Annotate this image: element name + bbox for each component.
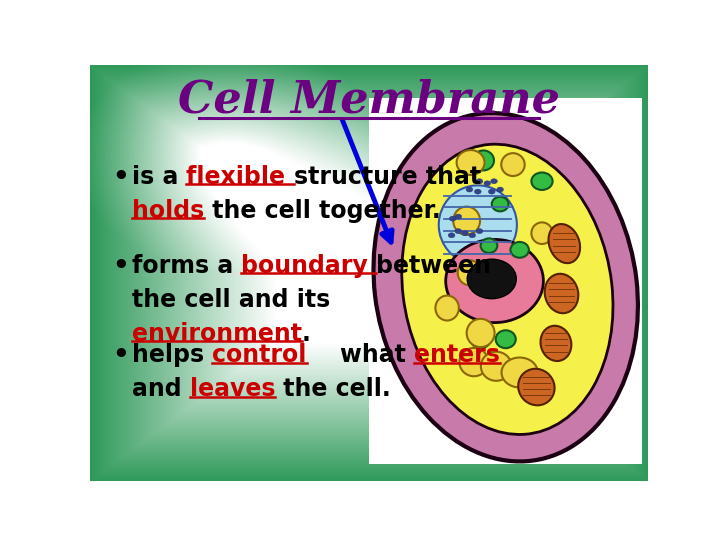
Text: leaves: leaves <box>190 377 275 401</box>
Circle shape <box>466 187 473 192</box>
Circle shape <box>469 233 476 238</box>
Circle shape <box>455 228 462 234</box>
Text: the cell.: the cell. <box>275 377 391 401</box>
Ellipse shape <box>531 172 552 190</box>
Text: environment: environment <box>132 322 302 346</box>
Ellipse shape <box>471 330 490 348</box>
Text: boundary: boundary <box>241 254 377 278</box>
Text: Cell Membrane: Cell Membrane <box>178 79 560 122</box>
Text: forms a: forms a <box>132 254 241 278</box>
Ellipse shape <box>481 352 512 381</box>
Ellipse shape <box>480 238 498 253</box>
Ellipse shape <box>374 113 638 462</box>
Ellipse shape <box>458 260 481 285</box>
Circle shape <box>497 187 503 192</box>
Ellipse shape <box>473 151 494 171</box>
Text: control: control <box>212 343 307 367</box>
Bar <box>369 98 642 464</box>
Ellipse shape <box>549 224 580 263</box>
Circle shape <box>490 179 498 184</box>
Ellipse shape <box>544 274 578 313</box>
Ellipse shape <box>436 295 459 321</box>
Text: enters: enters <box>414 343 500 367</box>
Circle shape <box>476 228 483 234</box>
Text: •: • <box>112 165 129 191</box>
Circle shape <box>488 189 495 194</box>
Text: between: between <box>377 254 491 278</box>
Circle shape <box>449 233 455 238</box>
Circle shape <box>484 181 490 186</box>
Circle shape <box>462 231 468 235</box>
Ellipse shape <box>454 207 480 235</box>
Text: flexible: flexible <box>186 165 294 188</box>
Ellipse shape <box>402 144 613 435</box>
Ellipse shape <box>492 197 508 211</box>
Ellipse shape <box>456 150 485 175</box>
Text: .: . <box>302 322 311 346</box>
Circle shape <box>455 214 462 219</box>
Ellipse shape <box>446 239 544 322</box>
Circle shape <box>474 189 481 194</box>
Circle shape <box>449 216 456 221</box>
Ellipse shape <box>531 222 552 244</box>
FancyArrowPatch shape <box>342 119 392 242</box>
Ellipse shape <box>501 153 525 176</box>
Ellipse shape <box>467 259 516 299</box>
Text: holds: holds <box>132 199 204 222</box>
Ellipse shape <box>518 369 554 406</box>
Text: and: and <box>132 377 190 401</box>
Text: •: • <box>112 254 129 280</box>
Ellipse shape <box>467 319 495 347</box>
Ellipse shape <box>541 326 572 361</box>
Text: is a: is a <box>132 165 186 188</box>
Circle shape <box>476 179 483 184</box>
Ellipse shape <box>438 185 517 265</box>
Text: what: what <box>307 343 414 367</box>
Text: helps: helps <box>132 343 212 367</box>
Text: the cell and its: the cell and its <box>132 288 330 312</box>
Text: the cell together.: the cell together. <box>204 199 441 222</box>
Text: structure that: structure that <box>294 165 481 188</box>
Text: •: • <box>112 343 129 369</box>
Ellipse shape <box>459 348 488 376</box>
Ellipse shape <box>495 330 516 348</box>
Ellipse shape <box>510 242 529 258</box>
Ellipse shape <box>502 357 538 388</box>
